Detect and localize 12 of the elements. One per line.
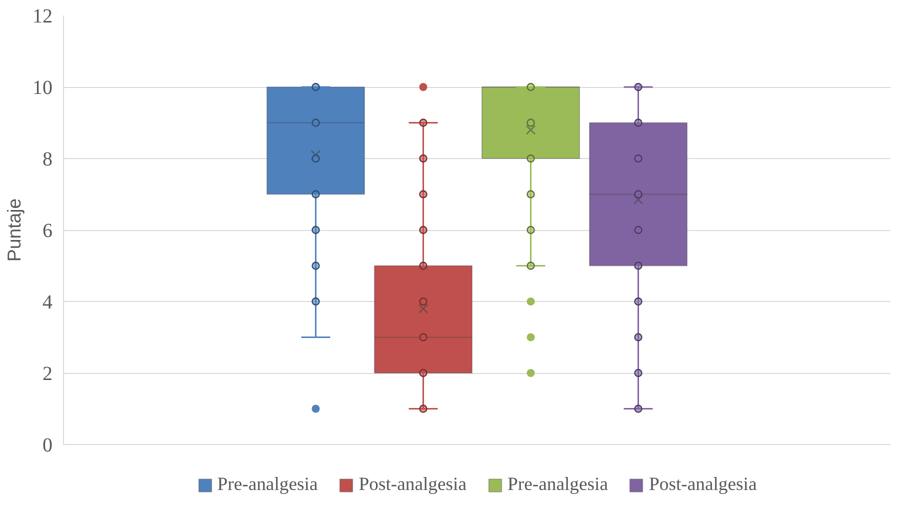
y-tick-label: 8 <box>42 148 52 170</box>
y-tick-label: 4 <box>42 292 52 314</box>
legend-label: Pre-analgesia <box>217 474 318 496</box>
y-tick-label: 2 <box>42 363 52 385</box>
y-tick-label: 6 <box>42 220 52 242</box>
legend-label: Pre-analgesia <box>508 474 608 496</box>
legend-label: Post-analgesia <box>649 474 757 496</box>
legend-label: Post-analgesia <box>358 474 466 496</box>
y-tick-label: 10 <box>32 77 52 99</box>
y-axis-title: Puntaje <box>4 198 24 262</box>
y-tick-label: 0 <box>42 434 52 456</box>
y-tick-label: 12 <box>32 6 52 28</box>
